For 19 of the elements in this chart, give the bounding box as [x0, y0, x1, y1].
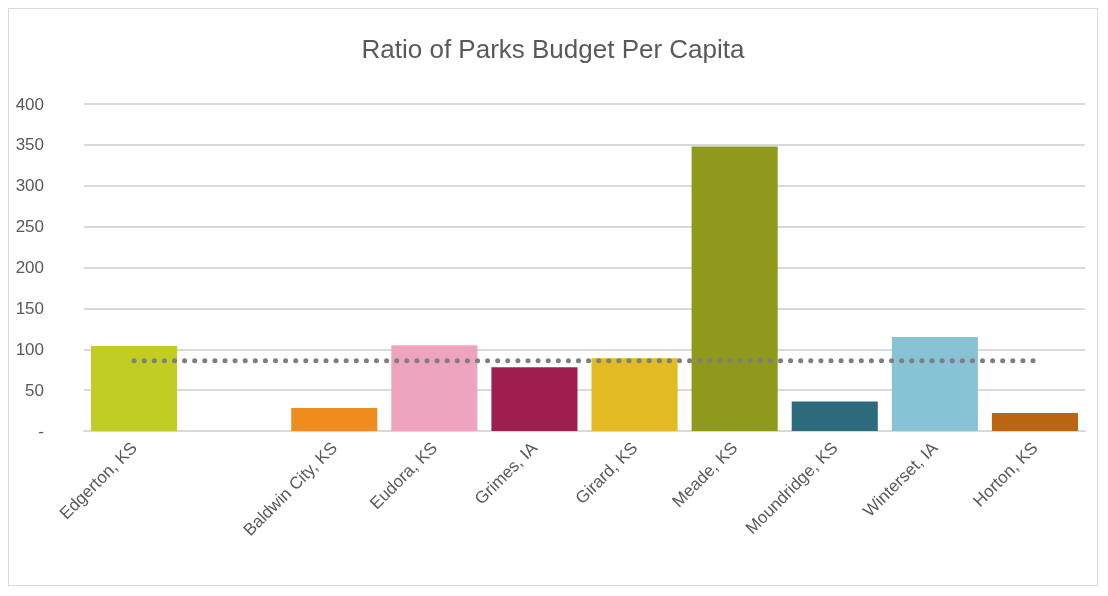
bar — [491, 367, 578, 431]
y-tick-label: 350 — [15, 135, 44, 155]
y-tick-label: - — [38, 421, 44, 441]
bar — [391, 345, 478, 431]
y-tick-label: 250 — [15, 217, 44, 237]
bar — [891, 336, 978, 431]
bar — [591, 358, 678, 431]
y-tick-label: 150 — [15, 298, 44, 318]
y-tick-label: 50 — [25, 380, 44, 400]
y-tick-label: 400 — [15, 94, 44, 114]
bar — [791, 401, 878, 431]
y-tick-label: 300 — [15, 176, 44, 196]
y-tick-label: 200 — [15, 258, 44, 277]
y-tick-label: 100 — [15, 339, 44, 359]
bar — [91, 345, 178, 431]
bar — [291, 408, 378, 431]
chart-title: Ratio of Parks Budget Per Capita — [361, 34, 746, 64]
bar — [991, 413, 1078, 431]
bar — [691, 146, 778, 431]
